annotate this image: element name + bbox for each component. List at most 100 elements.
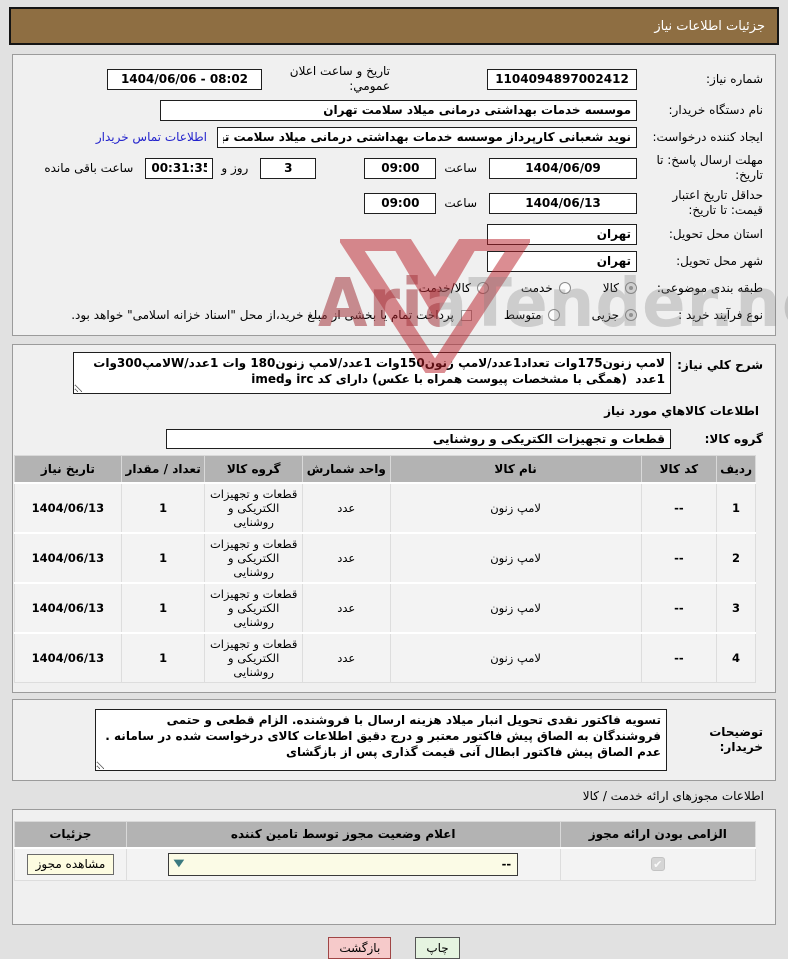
row-process-type: نوع فرآیند خرید : جزیی متوسط پرداخت تمام… (25, 304, 763, 326)
cell-row: 4 (716, 631, 756, 683)
subject-option-goods-service-label: کالا/خدمت (418, 281, 471, 295)
cell-row: 1 (716, 481, 756, 533)
col-unit: واحد شمارش (301, 455, 391, 483)
process-type-label: نوع فرآیند خرید : (678, 307, 763, 322)
days-remaining-field[interactable] (260, 157, 317, 179)
announce-datetime-field[interactable] (107, 68, 262, 90)
cell-qty: 1 (120, 631, 206, 683)
days-label: روز و (221, 161, 249, 175)
col-license-required: الزامی بودن ارائه مجوز (559, 820, 757, 849)
radio-service-icon[interactable] (558, 282, 571, 294)
back-button[interactable]: بازگشت (328, 936, 392, 959)
col-date: تاریخ نیاز (14, 455, 122, 483)
goods-table: ردیف کد کالا نام کالا واحد شمارش گروه کا… (14, 455, 756, 683)
license-required-checkbox-icon[interactable]: ✔ (650, 857, 665, 872)
radio-goods-service-icon[interactable] (476, 282, 489, 294)
view-license-button[interactable]: مشاهده مجوز (26, 853, 115, 875)
radio-medium-icon[interactable] (547, 309, 560, 321)
remaining-label: ساعت باقی مانده (44, 161, 134, 175)
reply-deadline-time-field[interactable] (364, 157, 437, 179)
page-title-text: جزئیات اطلاعات نیاز (654, 18, 765, 34)
goods-row-2: 2 -- لامپ زنون عدد قطعات و تجهیزات الکتر… (14, 531, 756, 583)
licenses-section-title: اطلاعات مجوزهای ارائه خدمت / کالا (582, 788, 764, 803)
cell-name: لامپ زنون (389, 481, 642, 533)
goods-group-label: گروه کالا: (704, 431, 763, 446)
cell-qty: 1 (120, 531, 206, 583)
cell-group: قطعات و تجهیزات الکتریکی و روشنایی (204, 531, 303, 583)
radio-goods-icon[interactable] (625, 282, 637, 294)
cell-unit: عدد (301, 531, 391, 583)
subject-option-service-label: خدمت (520, 281, 553, 295)
goods-section-title: اطلاعات کالاهاي مورد نیاز (604, 404, 759, 418)
goods-row-4: 4 -- لامپ زنون عدد قطعات و تجهیزات الکتر… (14, 631, 756, 683)
page-title: جزئیات اطلاعات نیاز (9, 7, 779, 45)
reply-deadline-label: مهلت ارسال پاسخ: تا تاریخ: (656, 153, 763, 182)
cell-row: 3 (716, 581, 756, 633)
buyer-org-field[interactable] (160, 99, 637, 121)
subject-class-label: طبقه بندی موضوعی: (656, 280, 763, 295)
reply-hour-label: ساعت (444, 161, 477, 175)
treasury-checkbox-icon[interactable] (460, 309, 472, 321)
cell-date: 1404/06/13 (14, 581, 122, 633)
cell-group: قطعات و تجهیزات الکتریکی و روشنایی (204, 581, 303, 633)
request-creator-field[interactable] (217, 126, 637, 148)
treasury-payment-option[interactable]: پرداخت تمام یا بخشی از مبلغ خرید،از محل … (71, 308, 472, 322)
process-option-minor[interactable]: جزیی (592, 308, 637, 322)
col-row: ردیف (716, 455, 756, 483)
col-name: نام کالا (389, 455, 642, 483)
cell-group: قطعات و تجهیزات الکتریکی و روشنایی (204, 631, 303, 683)
cell-code: -- (640, 631, 718, 683)
license-row: ✔ -- ▼ مشاهده مجوز (14, 847, 757, 881)
cell-unit: عدد (301, 631, 391, 683)
buyer-contact-link[interactable]: اطلاعات تماس خریدار (95, 130, 207, 144)
cell-code: -- (640, 581, 718, 633)
province-field[interactable] (487, 223, 637, 245)
reply-deadline-date-field[interactable] (489, 157, 637, 179)
subject-option-service[interactable]: خدمت (521, 281, 571, 295)
goods-group-field[interactable] (166, 429, 671, 449)
need-number-label: شماره نیاز: (706, 71, 763, 86)
col-qty: تعداد / مقدار (120, 455, 206, 483)
need-desc-textarea[interactable]: لامپ زنون175وات تعداد1عدد/لامپ زنون150وا… (73, 352, 671, 394)
row-province: استان محل تحویل: (25, 223, 763, 245)
request-creator-label: ایجاد کننده درخواست: (652, 129, 763, 144)
process-option-minor-label: جزیی (591, 308, 619, 322)
need-desc-label: شرح کلي نیاز: (677, 358, 763, 372)
cell-code: -- (640, 481, 718, 533)
need-info-box: شماره نیاز: تاریخ و ساعت اعلان عمومي: نا… (12, 54, 776, 336)
subject-option-goods-service[interactable]: کالا/خدمت (419, 281, 489, 295)
row-subject-class: طبقه بندی موضوعی: کالا خدمت کالا/خدمت (25, 277, 763, 299)
license-required-cell: ✔ (559, 847, 757, 881)
buyer-notes-textarea[interactable]: تسویه فاکتور نقدی تحویل انبار میلاد هزین… (95, 708, 667, 771)
cell-date: 1404/06/13 (14, 481, 122, 533)
license-status-cell: -- ▼ (125, 847, 561, 881)
cell-unit: عدد (301, 481, 391, 533)
buyer-org-label: نام دستگاه خریدار: (668, 102, 764, 117)
row-price-validity: حداقل تاریخ اعتبار قیمت: تا تاریخ: ساعت (25, 188, 763, 218)
goods-row-3: 3 -- لامپ زنون عدد قطعات و تجهیزات الکتر… (14, 581, 756, 633)
countdown-field[interactable] (145, 157, 214, 179)
need-number-field[interactable] (487, 68, 637, 90)
row-city: شهر محل تحویل: (25, 250, 763, 272)
col-code: کد کالا (640, 455, 718, 483)
province-label: استان محل تحویل: (668, 226, 763, 241)
subject-option-goods[interactable]: کالا (603, 281, 637, 295)
row-reply-deadline: مهلت ارسال پاسخ: تا تاریخ: ساعت روز و سا… (25, 153, 763, 183)
price-validity-date-field[interactable] (489, 192, 637, 214)
process-option-medium[interactable]: متوسط (504, 308, 560, 322)
radio-minor-icon[interactable] (625, 309, 637, 321)
cell-row: 2 (716, 531, 756, 583)
cell-unit: عدد (301, 581, 391, 633)
print-button[interactable]: چاپ (415, 936, 460, 959)
row-need-number: شماره نیاز: تاریخ و ساعت اعلان عمومي: (25, 64, 763, 94)
treasury-checkbox-label: پرداخت تمام یا بخشی از مبلغ خرید،از محل … (71, 308, 454, 322)
cell-name: لامپ زنون (389, 531, 642, 583)
row-goods-group: گروه کالا: (25, 428, 763, 450)
licenses-box: الزامی بودن ارائه مجوز اعلام وضعیت مجوز … (12, 808, 776, 925)
price-validity-time-field[interactable] (364, 192, 437, 214)
cell-qty: 1 (120, 481, 206, 533)
announce-datetime-label: تاریخ و ساعت اعلان عمومي: (289, 64, 390, 93)
license-status-select[interactable]: -- ▼ (168, 852, 519, 876)
cell-name: لامپ زنون (389, 631, 642, 683)
city-field[interactable] (487, 250, 637, 272)
